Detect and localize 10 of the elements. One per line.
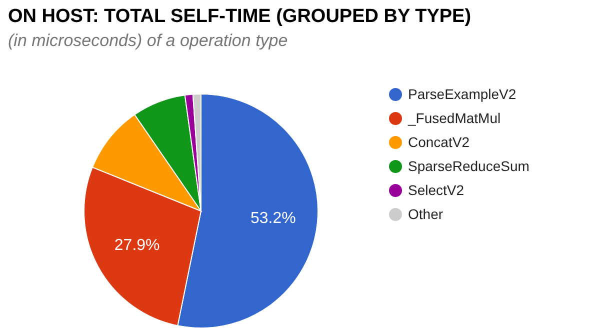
legend-label: ConcatV2: [408, 133, 470, 152]
legend-label: _FusedMatMul: [408, 109, 501, 128]
legend-label: Other: [408, 205, 444, 224]
chart-subtitle: (in microseconds) of a operation type: [8, 31, 288, 51]
data-label: 53.2%: [250, 210, 296, 227]
legend-label: SelectV2: [408, 181, 464, 200]
data-label: 27.9%: [114, 236, 160, 254]
legend-label: SparseReduceSum: [408, 157, 530, 176]
legend-label: ParseExampleV2: [408, 85, 516, 104]
chart-title: ON HOST: TOTAL SELF-TIME (GROUPED BY TYPE): [8, 6, 472, 28]
